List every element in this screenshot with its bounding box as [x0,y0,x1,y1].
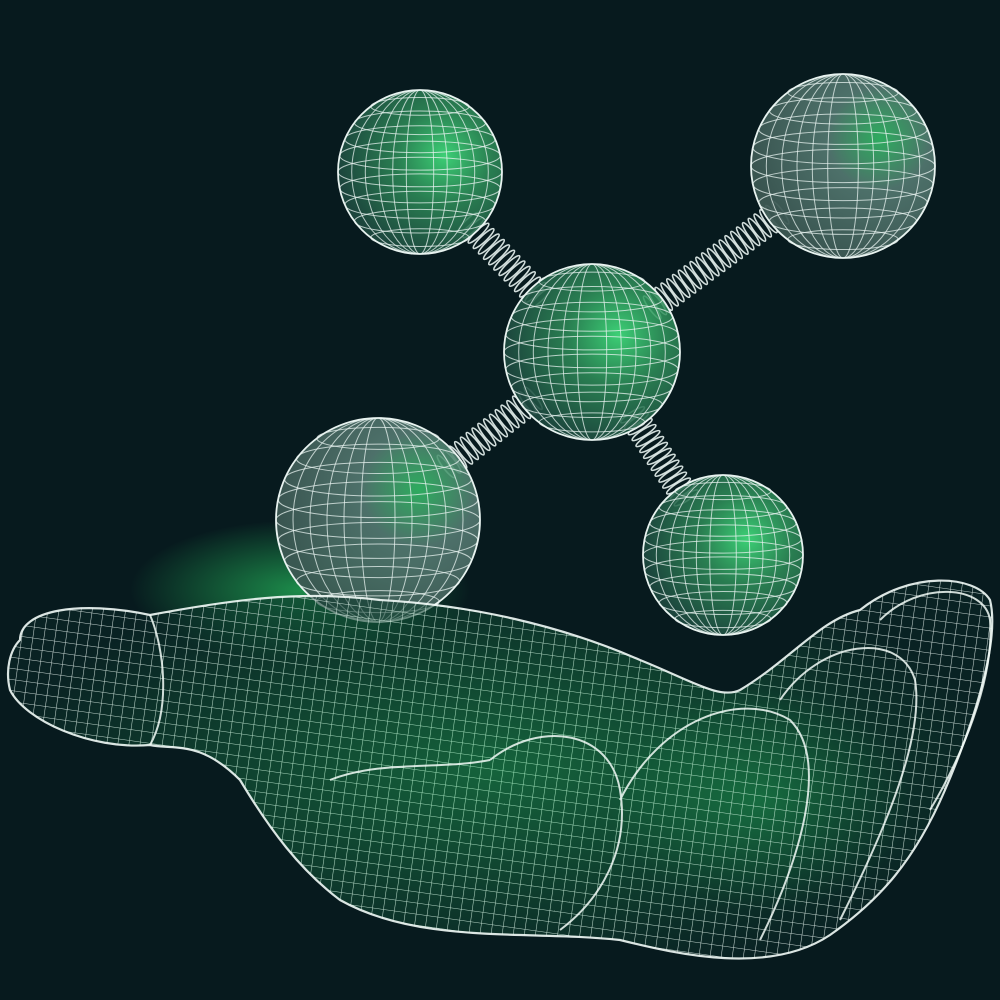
palm-crease [329,759,491,781]
atom-bottom-right [642,474,804,636]
index-finger-contour [489,735,623,931]
atom-top-left [337,89,503,255]
atom-center [503,263,681,441]
thumb-contour [149,614,165,746]
molecule [275,73,936,636]
atom-bottom-left [275,417,481,623]
atom-top-right [750,73,936,259]
ring-finger-contour [779,647,918,921]
middle-finger-contour [619,707,810,941]
pinky-finger-contour [879,590,992,811]
wireframe-hand [6,579,994,960]
